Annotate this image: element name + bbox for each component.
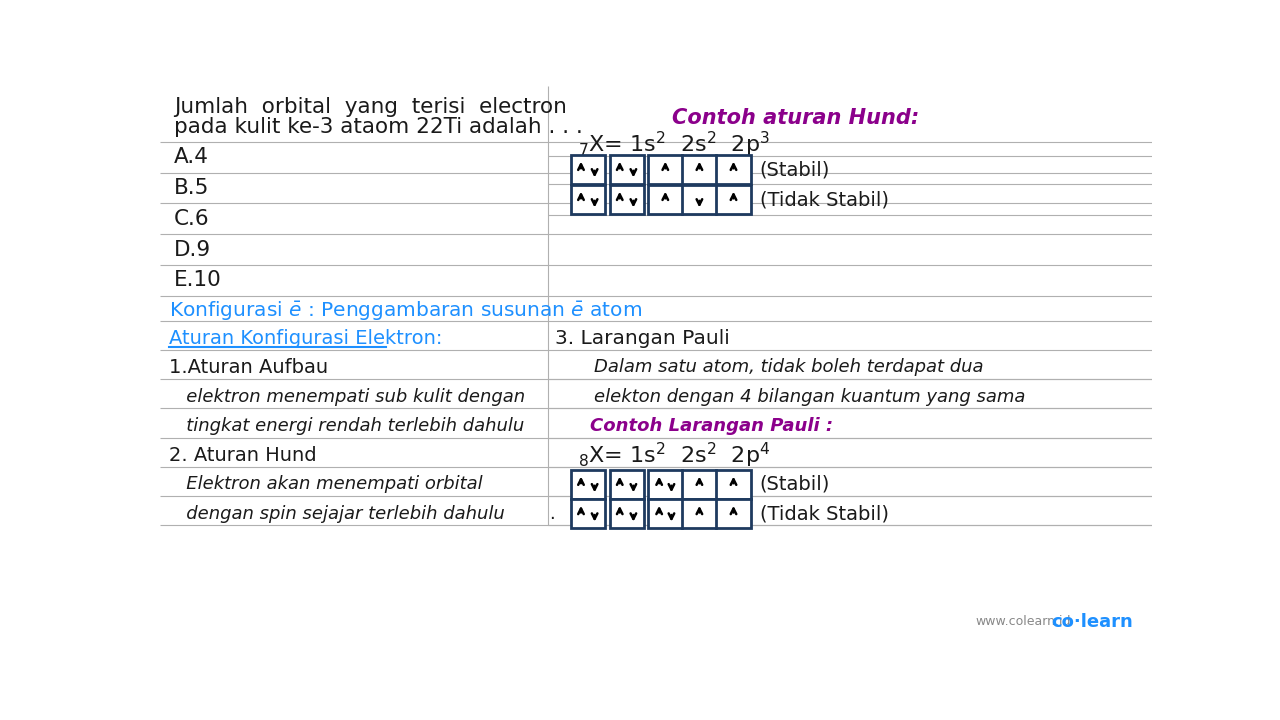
Bar bbox=[648, 499, 750, 528]
Text: $_8$X= 1s$^2$  2s$^2$  2p$^4$: $_8$X= 1s$^2$ 2s$^2$ 2p$^4$ bbox=[579, 441, 771, 470]
Text: elekton dengan 4 bilangan kuantum yang sama: elekton dengan 4 bilangan kuantum yang s… bbox=[594, 387, 1025, 405]
Bar bbox=[648, 470, 750, 499]
Text: www.colearn.id: www.colearn.id bbox=[975, 615, 1070, 628]
Text: co·learn: co·learn bbox=[1051, 613, 1133, 631]
Text: Jumlah  orbital  yang  terisi  electron: Jumlah orbital yang terisi electron bbox=[174, 97, 567, 117]
Bar bbox=[648, 155, 750, 184]
Text: Elektron akan menempati orbital: Elektron akan menempati orbital bbox=[169, 475, 483, 493]
Bar bbox=[571, 155, 605, 184]
Bar bbox=[571, 470, 605, 499]
Bar bbox=[609, 499, 644, 528]
Bar bbox=[609, 470, 644, 499]
Text: elektron menempati sub kulit dengan: elektron menempati sub kulit dengan bbox=[169, 387, 525, 405]
Text: A.4: A.4 bbox=[174, 148, 209, 167]
Text: Dalam satu atom, tidak boleh terdapat dua: Dalam satu atom, tidak boleh terdapat du… bbox=[594, 359, 983, 377]
Text: 2. Aturan Hund: 2. Aturan Hund bbox=[169, 446, 317, 464]
Bar bbox=[648, 185, 750, 215]
Text: Contoh Larangan Pauli :: Contoh Larangan Pauli : bbox=[590, 417, 833, 435]
Text: dengan spin sejajar terlebih dahulu: dengan spin sejajar terlebih dahulu bbox=[169, 505, 506, 523]
Bar bbox=[609, 155, 644, 184]
Bar bbox=[571, 185, 605, 215]
Text: 3. Larangan Pauli: 3. Larangan Pauli bbox=[556, 329, 730, 348]
Text: Konfigurasi $\bar{e}$ : Penggambaran susunan $\bar{e}$ atom: Konfigurasi $\bar{e}$ : Penggambaran sus… bbox=[169, 300, 643, 323]
Text: C.6: C.6 bbox=[174, 209, 210, 229]
Text: Aturan Konfigurasi Elektron:: Aturan Konfigurasi Elektron: bbox=[169, 329, 443, 348]
Text: (Tidak Stabil): (Tidak Stabil) bbox=[760, 190, 888, 209]
Text: (Stabil): (Stabil) bbox=[760, 475, 831, 494]
Bar bbox=[609, 185, 644, 215]
Text: .: . bbox=[549, 505, 554, 523]
Text: Contoh aturan Hund:: Contoh aturan Hund: bbox=[672, 108, 919, 128]
Text: pada kulit ke-3 ataom 22Ti adalah . . .: pada kulit ke-3 ataom 22Ti adalah . . . bbox=[174, 117, 582, 138]
Text: B.5: B.5 bbox=[174, 178, 210, 198]
Bar bbox=[571, 499, 605, 528]
Text: (Stabil): (Stabil) bbox=[760, 160, 831, 179]
Text: E.10: E.10 bbox=[174, 271, 221, 290]
Text: (Tidak Stabil): (Tidak Stabil) bbox=[760, 504, 888, 523]
Text: 1.Aturan Aufbau: 1.Aturan Aufbau bbox=[169, 358, 329, 377]
Text: tingkat energi rendah terlebih dahulu: tingkat energi rendah terlebih dahulu bbox=[169, 417, 525, 435]
Text: D.9: D.9 bbox=[174, 240, 211, 260]
Text: $_7$X= 1s$^2$  2s$^2$  2p$^3$: $_7$X= 1s$^2$ 2s$^2$ 2p$^3$ bbox=[579, 130, 771, 158]
